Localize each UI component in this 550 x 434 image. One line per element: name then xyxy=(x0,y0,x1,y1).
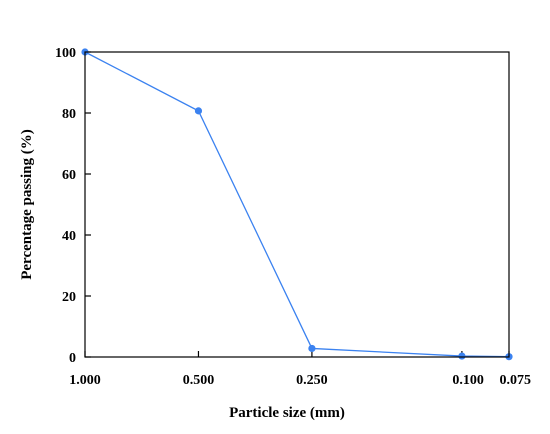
data-point xyxy=(194,107,203,115)
y-axis-title: Percentage passing (%) xyxy=(19,129,35,280)
y-tick-label: 0 xyxy=(69,351,76,366)
x-tick-label: 0.100 xyxy=(452,373,484,388)
y-tick-label: 60 xyxy=(62,168,76,183)
x-tick-label: 0.075 xyxy=(500,373,532,388)
x-tick-label: 1.000 xyxy=(69,373,101,388)
y-tick-label: 40 xyxy=(62,229,76,244)
series-line xyxy=(84,51,510,358)
plot-frame xyxy=(84,51,510,358)
x-tick-label: 0.250 xyxy=(296,373,328,388)
x-axis-title: Particle size (mm) xyxy=(229,405,345,421)
y-tick-label: 100 xyxy=(55,46,76,61)
y-tick-label: 80 xyxy=(62,107,76,122)
data-point xyxy=(308,344,316,353)
y-tick-label: 20 xyxy=(62,290,76,305)
series-layer xyxy=(81,48,513,361)
x-tick-label: 0.500 xyxy=(183,373,215,388)
data-point xyxy=(458,352,466,360)
